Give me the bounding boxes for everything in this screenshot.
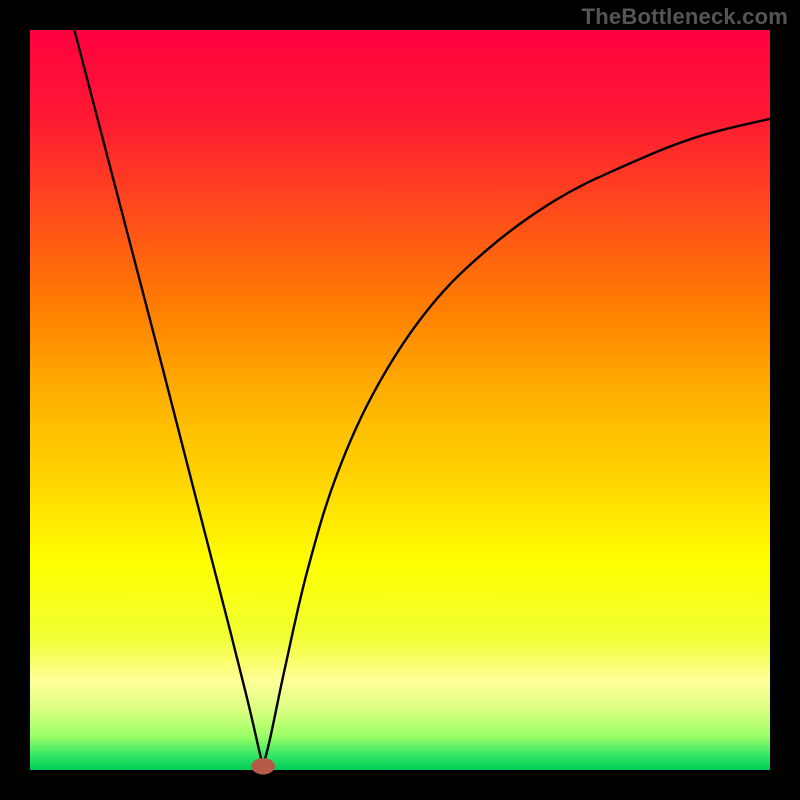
- bottleneck-curve-right: [263, 119, 770, 767]
- watermark-text: TheBottleneck.com: [582, 4, 788, 30]
- minimum-marker: [251, 758, 275, 774]
- chart-frame: TheBottleneck.com: [0, 0, 800, 800]
- bottleneck-curve-left: [74, 30, 263, 766]
- curve-layer: [30, 30, 770, 770]
